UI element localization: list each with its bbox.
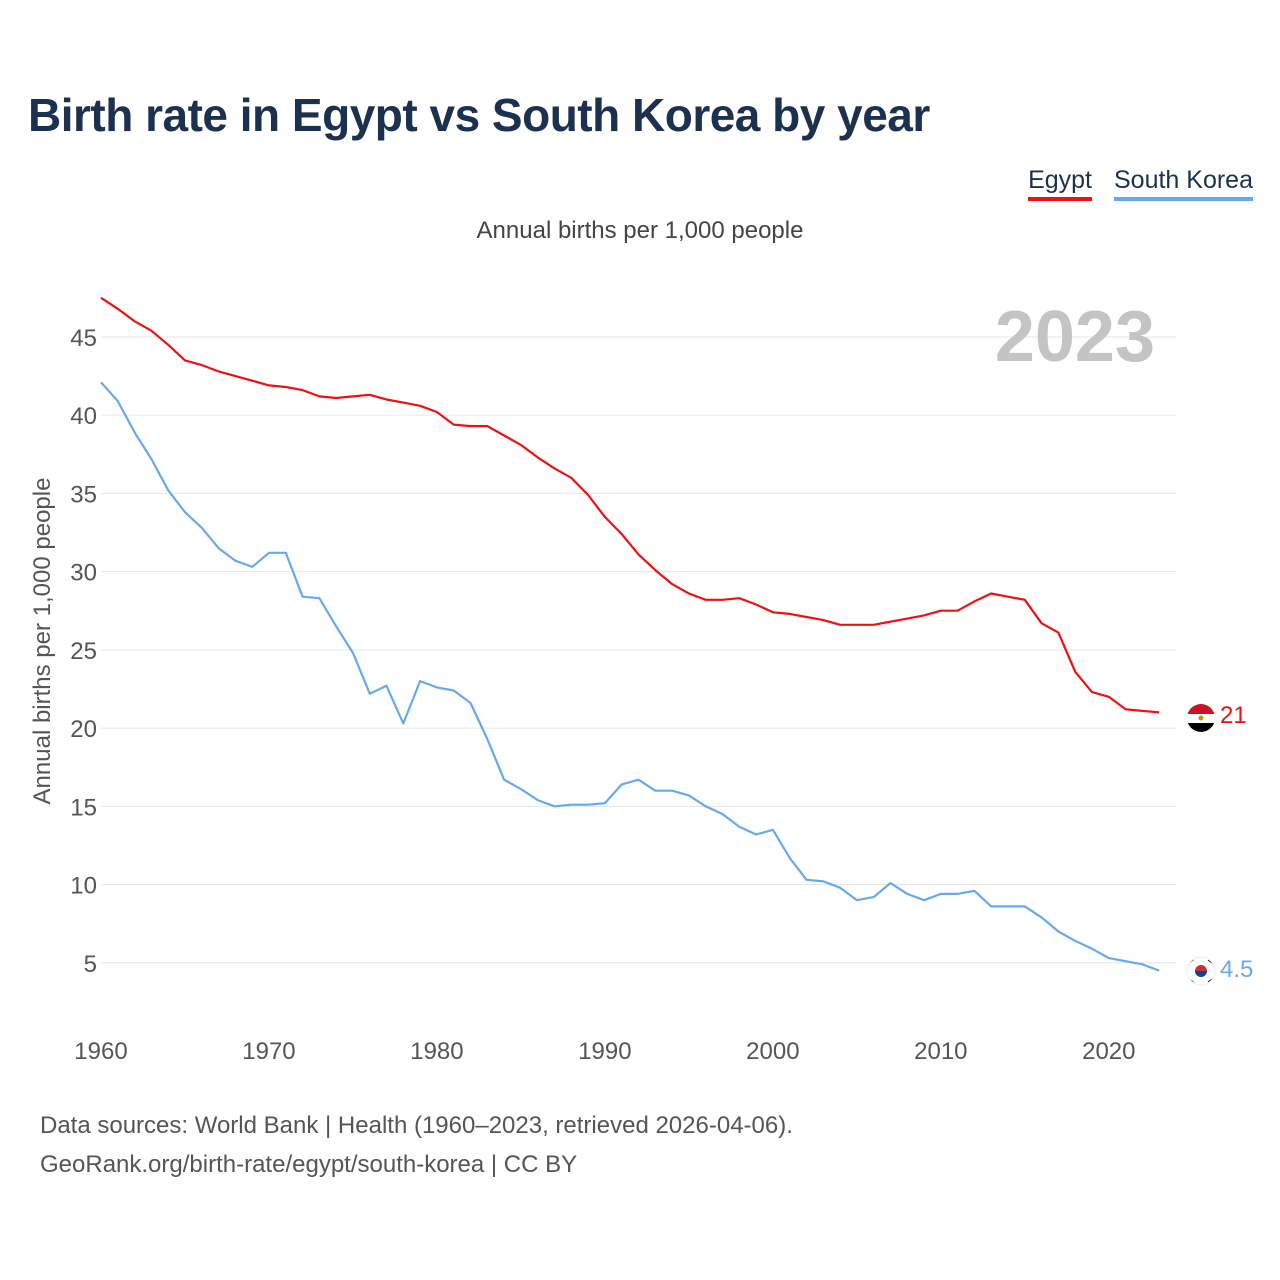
x-tick-label: 1960 — [74, 1038, 127, 1065]
chart-title: Birth rate in Egypt vs South Korea by ye… — [28, 89, 930, 141]
south-korea-end-label: 4.5 — [1220, 956, 1253, 983]
south-korea-flag-icon — [1186, 956, 1216, 986]
series-line-egypt[interactable] — [100, 296, 1160, 714]
x-tick-label: 2000 — [746, 1038, 799, 1065]
x-axis: 1960 1970 1980 1990 2000 2010 2020 — [74, 1038, 1135, 1065]
y-tick-label: 25 — [70, 638, 97, 665]
x-tick-label: 2020 — [1082, 1038, 1135, 1065]
egypt-flag-icon — [1187, 704, 1215, 732]
y-tick-label: 20 — [70, 716, 97, 743]
source-line-1: Data sources: World Bank | Health (1960–… — [40, 1112, 793, 1139]
y-axis-label: Annual births per 1,000 people — [29, 478, 56, 805]
egypt-end-label: 21 — [1220, 702, 1247, 729]
y-tick-label: 5 — [84, 951, 97, 978]
y-tick-label: 15 — [70, 794, 97, 821]
y-axis: 5 10 15 20 25 30 35 40 45 — [70, 325, 97, 978]
series-line-south-korea[interactable] — [100, 381, 1160, 972]
source-line-2[interactable]: GeoRank.org/birth-rate/egypt/south-korea… — [40, 1151, 578, 1178]
source-note: Data sources: World Bank | Health (1960–… — [40, 1106, 793, 1184]
x-tick-label: 1970 — [242, 1038, 295, 1065]
x-tick-label: 2010 — [914, 1038, 967, 1065]
line-chart: 2023 5 10 15 20 25 30 35 40 45 1960 1970 1980 1990 2… — [29, 296, 1253, 1065]
y-tick-label: 45 — [70, 325, 97, 352]
chart-subtitle: Annual births per 1,000 people — [476, 217, 804, 244]
x-tick-label: 1980 — [410, 1038, 463, 1065]
year-watermark: 2023 — [995, 297, 1155, 377]
legend: Egypt South Korea — [1028, 166, 1253, 201]
legend-item-egypt[interactable]: Egypt — [1028, 166, 1092, 201]
grid-lines — [101, 336, 1176, 964]
x-tick-label: 1990 — [578, 1038, 631, 1065]
y-tick-label: 30 — [70, 560, 97, 587]
y-tick-label: 40 — [70, 403, 97, 430]
y-tick-label: 10 — [70, 873, 97, 900]
series — [100, 296, 1160, 972]
y-tick-label: 35 — [70, 481, 97, 508]
legend-item-south-korea[interactable]: South Korea — [1114, 166, 1253, 201]
